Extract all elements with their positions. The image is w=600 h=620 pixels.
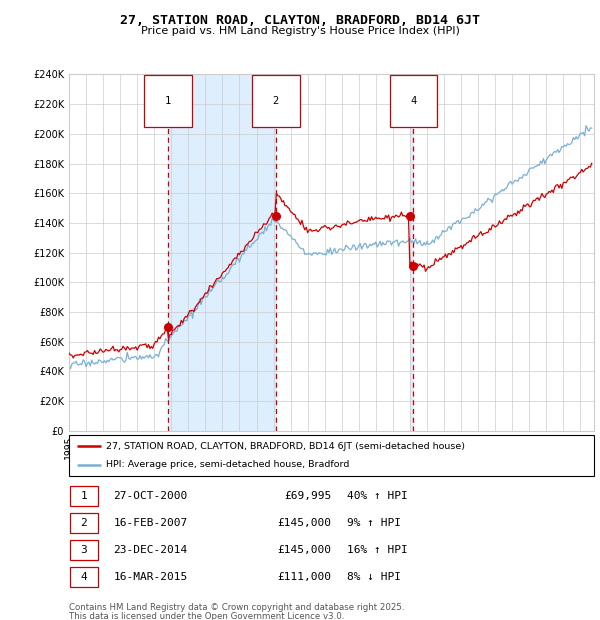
Text: Contains HM Land Registry data © Crown copyright and database right 2025.: Contains HM Land Registry data © Crown c… (69, 603, 404, 612)
Text: This data is licensed under the Open Government Licence v3.0.: This data is licensed under the Open Gov… (69, 612, 344, 620)
Text: Price paid vs. HM Land Registry's House Price Index (HPI): Price paid vs. HM Land Registry's House … (140, 26, 460, 36)
Text: 16-MAR-2015: 16-MAR-2015 (113, 572, 188, 582)
Text: 9% ↑ HPI: 9% ↑ HPI (347, 518, 401, 528)
FancyBboxPatch shape (70, 486, 98, 506)
Text: HPI: Average price, semi-detached house, Bradford: HPI: Average price, semi-detached house,… (106, 460, 349, 469)
Text: 27, STATION ROAD, CLAYTON, BRADFORD, BD14 6JT (semi-detached house): 27, STATION ROAD, CLAYTON, BRADFORD, BD1… (106, 441, 465, 451)
Text: 27, STATION ROAD, CLAYTON, BRADFORD, BD14 6JT: 27, STATION ROAD, CLAYTON, BRADFORD, BD1… (120, 14, 480, 27)
Text: £69,995: £69,995 (284, 491, 331, 501)
Bar (168, 74, 275, 431)
Text: 4: 4 (410, 96, 416, 106)
Text: 23-DEC-2014: 23-DEC-2014 (113, 545, 188, 555)
Text: 3: 3 (80, 545, 88, 555)
Text: 40% ↑ HPI: 40% ↑ HPI (347, 491, 408, 501)
FancyBboxPatch shape (70, 567, 98, 587)
FancyBboxPatch shape (70, 513, 98, 533)
Text: £145,000: £145,000 (277, 545, 331, 555)
Text: 4: 4 (80, 572, 88, 582)
Text: 16% ↑ HPI: 16% ↑ HPI (347, 545, 408, 555)
Text: 8% ↓ HPI: 8% ↓ HPI (347, 572, 401, 582)
Text: £111,000: £111,000 (277, 572, 331, 582)
Bar (410, 74, 413, 431)
Text: 27-OCT-2000: 27-OCT-2000 (113, 491, 188, 501)
Text: 1: 1 (165, 96, 172, 106)
FancyBboxPatch shape (69, 435, 594, 476)
Text: 16-FEB-2007: 16-FEB-2007 (113, 518, 188, 528)
Text: 2: 2 (80, 518, 88, 528)
Text: 2: 2 (272, 96, 279, 106)
FancyBboxPatch shape (70, 540, 98, 560)
Text: £145,000: £145,000 (277, 518, 331, 528)
Text: 1: 1 (80, 491, 88, 501)
